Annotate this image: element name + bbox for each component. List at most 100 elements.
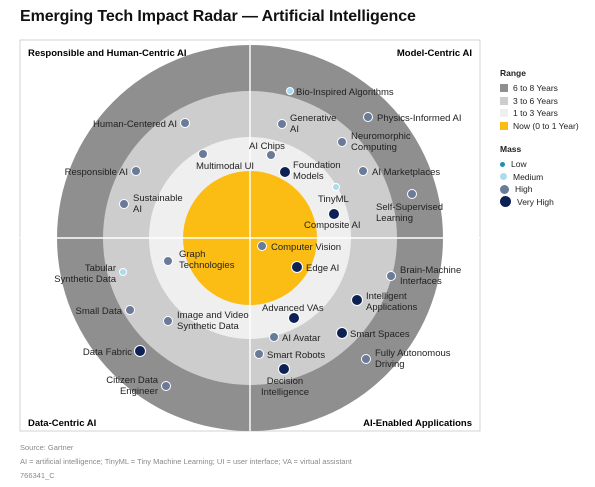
tech-label-graph-technologies: Graph Technologies bbox=[179, 249, 235, 271]
abbreviations-note: AI = artificial intelligence; TinyML = T… bbox=[20, 457, 352, 466]
tech-dot-bio-inspired-algorithms bbox=[286, 87, 294, 95]
tech-dot-sustainable-ai bbox=[119, 199, 129, 209]
tech-label-sustainable-ai: Sustainable AI bbox=[133, 193, 183, 215]
quadrant-label-ai-enabled: AI-Enabled Applications bbox=[363, 418, 472, 429]
technology-layer: Bio-Inspired Algorithms Human-Centered AI… bbox=[54, 87, 461, 398]
tech-label-intelligent-applications: Intelligent Applications bbox=[366, 291, 417, 313]
tech-label-generative-ai: Generative AI bbox=[290, 113, 336, 135]
tech-label-line: Small Data bbox=[76, 306, 123, 317]
tech-dot-citizen-data-engineer bbox=[161, 381, 171, 391]
mass-low-dot bbox=[500, 161, 505, 167]
tech-label-line: Interfaces bbox=[400, 276, 442, 287]
tech-label-line: Applications bbox=[366, 302, 417, 313]
tech-label-line: Generative bbox=[290, 113, 336, 124]
legend-mass-item: Medium bbox=[500, 171, 579, 184]
legend-range-label: 1 to 3 Years bbox=[513, 108, 558, 119]
tech-label-line: Engineer bbox=[120, 386, 158, 397]
tech-label-line: Sustainable bbox=[133, 193, 183, 204]
tech-dot-decision-intelligence bbox=[278, 363, 290, 375]
swatch-3-to-6 bbox=[500, 96, 508, 105]
tech-label-computer-vision: Computer Vision bbox=[271, 242, 341, 253]
legend-mass-item: High bbox=[500, 183, 579, 196]
tech-label-line: Learning bbox=[376, 213, 413, 224]
footer: Source: Gartner AI = artificial intellig… bbox=[20, 441, 352, 483]
tech-dot-smart-spaces bbox=[336, 327, 348, 339]
tech-label-line: Physics-Informed AI bbox=[377, 113, 461, 124]
tech-label-human-centered-ai: Human-Centered AI bbox=[93, 119, 177, 130]
legend-range-item: 6 to 8 Years bbox=[500, 82, 579, 95]
tech-dot-tinyml bbox=[332, 183, 340, 191]
legend-range-title: Range bbox=[500, 68, 526, 78]
page-title: Emerging Tech Impact Radar — Artificial … bbox=[20, 8, 416, 25]
tech-dot-neuromorphic-computing bbox=[337, 137, 347, 147]
tech-dot-edge-ai bbox=[291, 261, 303, 273]
tech-dot-ai-chips bbox=[266, 150, 276, 160]
tech-dot-advanced-vas bbox=[288, 312, 300, 324]
tech-label-line: Edge AI bbox=[306, 263, 339, 274]
tech-label-line: Synthetic Data bbox=[177, 321, 239, 332]
tech-dot-responsible-ai bbox=[131, 166, 141, 176]
tech-dot-ai-marketplaces bbox=[358, 166, 368, 176]
tech-label-self-supervised-learning: Self-Supervised Learning bbox=[376, 202, 443, 224]
tech-label-advanced-vas: Advanced VAs bbox=[262, 303, 324, 314]
tech-label-line: Graph bbox=[179, 249, 205, 260]
tech-label-line: AI bbox=[133, 204, 142, 215]
tech-label-line: Citizen Data bbox=[106, 375, 158, 386]
mass-very-high-dot bbox=[500, 196, 511, 208]
tech-label-line: Computer Vision bbox=[271, 242, 341, 253]
tech-label-line: Image and Video bbox=[177, 310, 249, 321]
tech-label-line: Responsible AI bbox=[65, 167, 128, 178]
legend-mass-label: Medium bbox=[513, 171, 544, 182]
tech-label-line: Multimodal UI bbox=[196, 161, 254, 172]
tech-label-line: Human-Centered AI bbox=[93, 119, 177, 130]
legend-range-item: Now (0 to 1 Year) bbox=[500, 120, 579, 133]
tech-label-line: Smart Spaces bbox=[350, 329, 410, 340]
quadrant-label-model-centric: Model-Centric AI bbox=[397, 48, 472, 59]
tech-label-line: Models bbox=[293, 171, 324, 182]
tech-label-smart-robots: Smart Robots bbox=[267, 350, 325, 361]
tech-label-ai-marketplaces: AI Marketplaces bbox=[372, 167, 440, 178]
tech-label-line: TinyML bbox=[318, 194, 349, 205]
figure-id: 766341_C bbox=[20, 471, 55, 480]
legend-mass-label: Very High bbox=[517, 196, 554, 207]
legend: Range 6 to 8 Years 3 to 6 Years 1 to 3 Y… bbox=[500, 68, 579, 208]
tech-label-line: Foundation bbox=[293, 160, 341, 171]
tech-label-bio-inspired-algorithms: Bio-Inspired Algorithms bbox=[296, 87, 394, 98]
tech-label-edge-ai: Edge AI bbox=[306, 263, 339, 274]
mass-medium-dot bbox=[500, 173, 507, 181]
tech-dot-image-and-video-synthetic-data bbox=[163, 316, 173, 326]
tech-dot-tabular-synthetic-data bbox=[119, 268, 127, 276]
tech-dot-self-supervised-learning bbox=[407, 189, 417, 199]
tech-label-line: Fully Autonomous bbox=[375, 348, 451, 359]
tech-label-ai-chips: AI Chips bbox=[249, 141, 285, 152]
legend-range-label: 3 to 6 Years bbox=[513, 95, 558, 106]
tech-label-small-data: Small Data bbox=[76, 306, 123, 317]
tech-label-tabular-synthetic-data: Tabular Synthetic Data bbox=[54, 263, 116, 285]
tech-label-physics-informed-ai: Physics-Informed AI bbox=[377, 113, 461, 124]
tech-label-responsible-ai: Responsible AI bbox=[65, 167, 128, 178]
tech-label-line: Neuromorphic bbox=[351, 131, 411, 142]
tech-label-fully-autonomous-driving: Fully Autonomous Driving bbox=[375, 348, 451, 370]
tech-label-citizen-data-engineer: Citizen Data Engineer bbox=[106, 375, 158, 397]
tech-dot-fully-autonomous-driving bbox=[361, 354, 371, 364]
quadrant-label-data-centric: Data-Centric AI bbox=[28, 418, 96, 429]
tech-label-line: Brain-Machine bbox=[400, 265, 461, 276]
tech-label-brain-machine-interfaces: Brain-Machine Interfaces bbox=[400, 265, 461, 287]
tech-dot-ai-avatar bbox=[269, 332, 279, 342]
legend-range-label: Now (0 to 1 Year) bbox=[513, 120, 579, 131]
tech-label-decision-intelligence: Decision Intelligence bbox=[261, 376, 309, 398]
tech-label-line: Bio-Inspired Algorithms bbox=[296, 87, 394, 98]
tech-dot-smart-robots bbox=[254, 349, 264, 359]
tech-dot-brain-machine-interfaces bbox=[386, 271, 396, 281]
tech-label-line: Computing bbox=[351, 142, 397, 153]
tech-dot-human-centered-ai bbox=[180, 118, 190, 128]
tech-dot-composite-ai bbox=[328, 208, 340, 220]
tech-label-ai-avatar: AI Avatar bbox=[282, 333, 320, 344]
tech-label-neuromorphic-computing: Neuromorphic Computing bbox=[351, 131, 411, 153]
tech-label-data-fabric: Data Fabric bbox=[83, 347, 132, 358]
tech-label-line: Self-Supervised bbox=[376, 202, 443, 213]
tech-dot-intelligent-applications bbox=[351, 294, 363, 306]
swatch-6-to-8 bbox=[500, 84, 508, 93]
tech-label-line: Intelligence bbox=[261, 387, 309, 398]
